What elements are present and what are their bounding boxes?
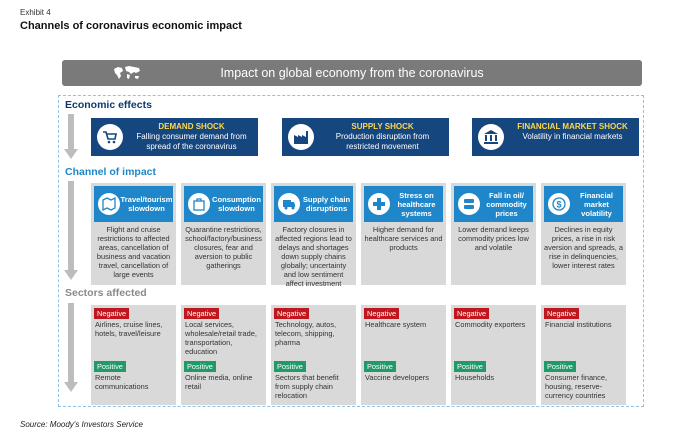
truck-icon: [278, 193, 300, 215]
channel-desc: Factory closures in affected regions lea…: [275, 225, 352, 288]
map-icon: [98, 193, 120, 215]
bank-icon: [478, 124, 504, 150]
negative-badge: Negative: [184, 308, 220, 319]
positive-sectors: Households: [455, 373, 495, 382]
positive-sectors: Consumer finance, housing, reserve-curre…: [545, 373, 608, 400]
negative-badge: Negative: [94, 308, 130, 319]
channel-desc: Lower demand keeps commodity prices low …: [458, 225, 529, 252]
cart-icon: [97, 124, 123, 150]
dollar-icon: $: [548, 193, 570, 215]
sector-column: Negative Technology, autos, telecom, shi…: [271, 305, 356, 405]
negative-sectors: Local services, wholesale/retail trade, …: [185, 320, 257, 356]
positive-sectors: Online media, online retail: [185, 373, 253, 391]
negative-badge: Negative: [274, 308, 310, 319]
shopping-bag-icon: [188, 193, 210, 215]
source-note: Source: Moody's Investors Service: [20, 420, 143, 429]
channel-desc: Higher demand for healthcare services an…: [364, 225, 443, 252]
diagram-frame: [58, 95, 644, 407]
svg-text:$: $: [556, 200, 561, 210]
positive-sectors: Sectors that benefit from supply chain r…: [275, 373, 339, 400]
sector-column: Negative Commodity exporters Positive Ho…: [451, 305, 536, 405]
channel-supply-chain: Supply chain disruptions Factory closure…: [271, 183, 356, 288]
impact-banner: Impact on global economy from the corona…: [62, 60, 642, 86]
medical-icon: [368, 193, 390, 215]
positive-sectors: Remote communications: [95, 373, 149, 391]
positive-badge: Positive: [184, 361, 216, 372]
negative-badge: Negative: [454, 308, 490, 319]
demand-shock-box: DEMAND SHOCK Falling consumer demand fro…: [91, 118, 258, 156]
down-arrow-icon: [64, 181, 78, 281]
negative-sectors: Commodity exporters: [455, 320, 526, 329]
negative-sectors: Healthcare system: [365, 320, 427, 329]
sector-column: Negative Financial institutions Positive…: [541, 305, 626, 405]
positive-badge: Positive: [94, 361, 126, 372]
sector-column: Negative Airlines, cruise lines, hotels,…: [91, 305, 176, 405]
shock-title: SUPPLY SHOCK: [351, 122, 414, 131]
channel-consumption: Consumption slowdown Quarantine restrict…: [181, 183, 266, 285]
section-channel-of-impact: Channel of impact: [65, 166, 157, 178]
negative-badge: Negative: [544, 308, 580, 319]
shock-desc: Volatility in financial markets: [522, 132, 623, 141]
channel-desc: Flight and cruise restrictions to affect…: [96, 225, 171, 279]
down-arrow-icon: [64, 303, 78, 403]
banner-text: Impact on global economy from the corona…: [220, 66, 484, 80]
sector-column: Negative Healthcare system Positive Vacc…: [361, 305, 446, 405]
negative-badge: Negative: [364, 308, 400, 319]
channel-label: Consumption slowdown: [212, 195, 261, 213]
channel-oil-commodity: Fall in oil/ commodity prices Lower dema…: [451, 183, 536, 285]
channel-travel-tourism: Travel/tourism slowdown Flight and cruis…: [91, 183, 176, 285]
channel-label: Financial market volatility: [580, 190, 613, 218]
page-title: Channels of coronavirus economic impact: [20, 20, 242, 32]
factory-icon: [288, 124, 314, 150]
positive-badge: Positive: [274, 361, 306, 372]
section-sectors-affected: Sectors affected: [65, 287, 147, 299]
shock-desc: Production disruption from restricted mo…: [335, 132, 430, 151]
negative-sectors: Airlines, cruise lines, hotels, travel/l…: [95, 320, 163, 338]
channel-healthcare: Stress on healthcare systems Higher dema…: [361, 183, 446, 285]
negative-sectors: Technology, autos, telecom, shipping, ph…: [275, 320, 337, 347]
sector-column: Negative Local services, wholesale/retai…: [181, 305, 266, 405]
channel-label: Fall in oil/ commodity prices: [486, 190, 527, 218]
channel-desc: Declines in equity prices, a rise in ris…: [544, 225, 623, 270]
channel-label: Travel/tourism slowdown: [120, 195, 173, 213]
world-map-icon: [114, 66, 140, 79]
shock-title: DEMAND SHOCK: [158, 122, 225, 131]
barrels-icon: [458, 193, 480, 215]
shock-title: FINANCIAL MARKET SHOCK: [517, 122, 628, 131]
positive-badge: Positive: [544, 361, 576, 372]
down-arrow-icon: [64, 114, 78, 160]
channel-label: Stress on healthcare systems: [397, 190, 436, 218]
financial-market-shock-box: FINANCIAL MARKET SHOCK Volatility in fin…: [472, 118, 639, 156]
channel-desc: Quarantine restrictions, school/factory/…: [185, 225, 262, 270]
exhibit-label: Exhibit 4: [20, 8, 51, 17]
channel-label: Supply chain disruptions: [302, 195, 351, 213]
positive-sectors: Vaccine developers: [365, 373, 429, 382]
positive-badge: Positive: [364, 361, 396, 372]
shock-desc: Falling consumer demand from spread of t…: [136, 132, 247, 151]
section-economic-effects: Economic effects: [65, 99, 152, 111]
positive-badge: Positive: [454, 361, 486, 372]
channel-financial-volatility: $ Financial market volatility Declines i…: [541, 183, 626, 285]
supply-shock-box: SUPPLY SHOCK Production disruption from …: [282, 118, 449, 156]
negative-sectors: Financial institutions: [545, 320, 612, 329]
